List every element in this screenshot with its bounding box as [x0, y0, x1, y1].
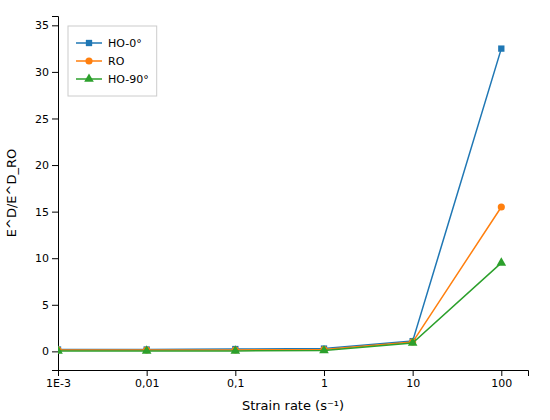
legend-label: HO-90° [108, 73, 149, 86]
legend-marker [85, 57, 92, 64]
legend-label: RO [108, 55, 125, 68]
x-tick: 0,1 [227, 370, 245, 390]
x-tick-label: 1 [321, 377, 328, 390]
y-tick-label: 30 [35, 66, 49, 79]
series-marker [497, 257, 507, 265]
y-tick: 30 [35, 66, 58, 79]
y-tick-label: 10 [35, 252, 49, 265]
x-tick: 10 [406, 370, 420, 390]
chart: 1E-3 0,01 0,1 1 10 100 0 5 10 15 20 25 30 35 Strain ra… [0, 0, 550, 420]
x-tick-label: 100 [491, 377, 512, 390]
x-axis: 1E-3 0,01 0,1 1 10 100 [46, 370, 528, 390]
y-tick: 35 [35, 19, 58, 32]
legend-box [68, 26, 157, 96]
y-tick-label: 5 [42, 299, 49, 312]
y-tick-label: 0 [42, 345, 49, 358]
x-tick: 1E-3 [46, 370, 71, 390]
y-tick: 0 [42, 345, 58, 358]
x-tick-mark [324, 370, 325, 376]
x-tick-mark [501, 370, 502, 376]
y-tick-mark [52, 351, 58, 352]
x-tick-label: 1E-3 [46, 377, 71, 390]
x-tick: 1 [321, 370, 328, 390]
x-tick-mark [147, 370, 148, 376]
y-tick-label: 25 [35, 112, 49, 125]
y-tick-mark [52, 258, 58, 259]
x-tick-label: 0,1 [227, 377, 245, 390]
series-marker [142, 345, 152, 353]
series-marker [58, 345, 63, 353]
series-marker [498, 203, 505, 210]
x-tick-mark [235, 370, 236, 376]
x-tick: 0,01 [135, 370, 160, 390]
y-tick-label: 15 [35, 206, 49, 219]
y-tick-label: 35 [35, 19, 49, 32]
legend-marker [86, 40, 92, 46]
y-tick-mark [52, 72, 58, 73]
x-tick-label: 10 [406, 377, 420, 390]
y-tick: 20 [35, 159, 58, 172]
legend-marker [84, 73, 94, 81]
x-axis-title: Strain rate (s⁻¹) [242, 398, 344, 413]
series-marker [408, 337, 418, 345]
series-line [58, 207, 501, 350]
series-line [58, 263, 501, 351]
series-marker [319, 345, 329, 353]
y-tick-mark [52, 118, 58, 119]
y-axis-title: E^D/E^D_RO [4, 149, 19, 237]
legend-label: HO-0° [108, 37, 142, 50]
series-marker [498, 45, 504, 51]
x-tick: 100 [491, 370, 512, 390]
x-axis-line [59, 371, 529, 377]
x-tick-label: 0,01 [135, 377, 160, 390]
y-axis-line [52, 17, 59, 371]
legend: HO-0° RO HO-90° [68, 26, 157, 96]
y-tick: 5 [42, 299, 58, 312]
x-tick-mark [413, 370, 414, 376]
y-tick: 15 [35, 206, 58, 219]
y-axis: 0 5 10 15 20 25 30 35 [35, 17, 59, 371]
y-tick: 25 [35, 112, 58, 125]
y-tick-mark [52, 212, 58, 213]
series-marker [231, 345, 241, 353]
y-tick: 10 [35, 252, 58, 265]
y-tick-mark [52, 305, 58, 306]
y-tick-mark [52, 25, 58, 26]
y-tick-mark [52, 165, 58, 166]
y-tick-label: 20 [35, 159, 49, 172]
